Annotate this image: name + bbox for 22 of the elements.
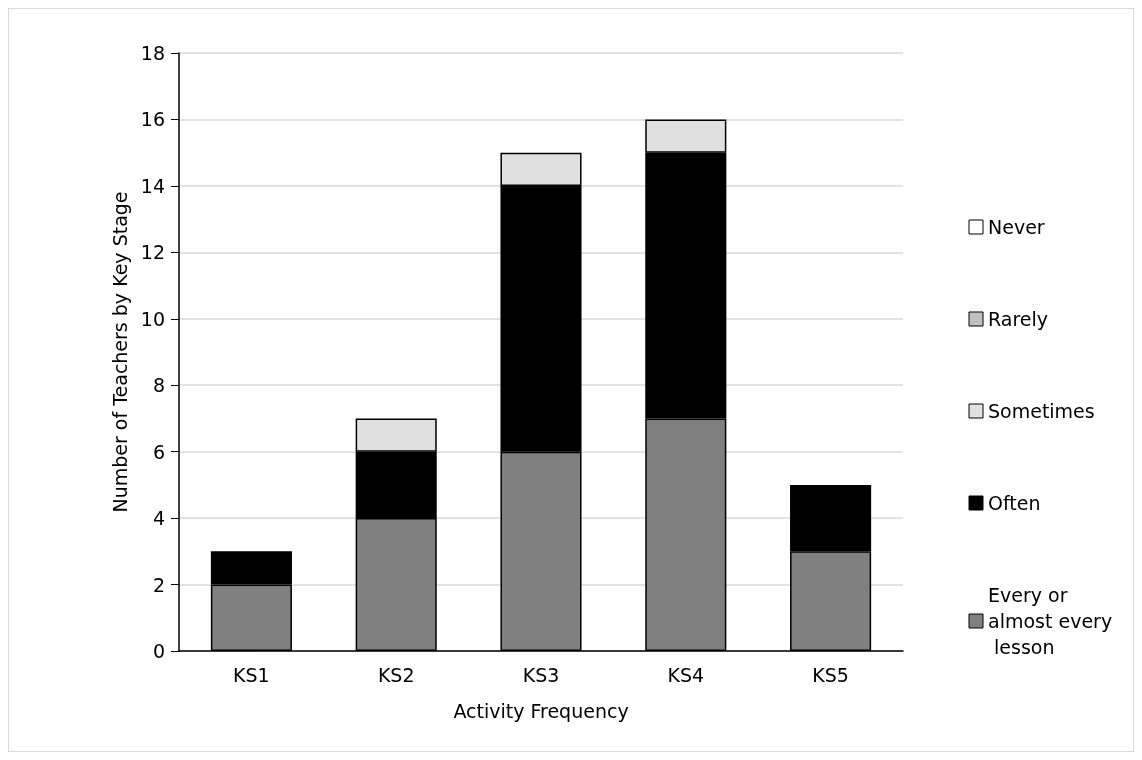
- y-tick-label: 4: [152, 507, 165, 530]
- y-tick-label: 0: [152, 640, 165, 662]
- legend-label: Often: [988, 492, 1041, 514]
- y-tick-label: 16: [140, 108, 165, 131]
- x-tick-label: KS5: [812, 663, 849, 686]
- y-tick-label: 14: [140, 174, 165, 197]
- legend-label: Never: [988, 216, 1045, 238]
- y-tick-label: 12: [140, 241, 165, 264]
- x-tick-label: KS2: [377, 663, 415, 686]
- x-tick-label: KS3: [522, 663, 560, 686]
- x-axis-title: Activity Frequency: [453, 699, 629, 722]
- legend-label: Sometimes: [988, 400, 1095, 422]
- y-axis-title: Number of Teachers by Key Stage: [108, 191, 131, 513]
- legend-label: Every or almost every lesson: [988, 584, 1113, 658]
- legend-label: Rarely: [988, 308, 1049, 330]
- y-tick-label: 8: [152, 374, 165, 397]
- y-tick-label: 18: [140, 42, 165, 64]
- y-tick-label: 6: [152, 440, 165, 463]
- y-tick-label: 2: [152, 573, 165, 596]
- x-tick-label: KS4: [667, 663, 705, 686]
- x-tick-label: KS1: [233, 663, 270, 686]
- y-tick-label: 10: [140, 307, 165, 330]
